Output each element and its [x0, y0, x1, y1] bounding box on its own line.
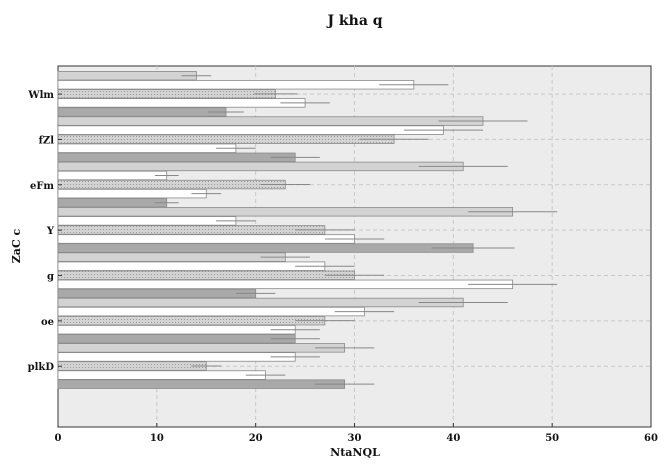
x-ticks: 0 10 20 30 40 50 60 — [55, 423, 658, 444]
bar — [57, 297, 464, 308]
y-tick-label: Y — [46, 226, 55, 237]
bar — [57, 379, 346, 389]
bar — [57, 179, 286, 190]
y-tick-label: eFm — [30, 181, 54, 192]
bar — [57, 270, 355, 280]
bar — [57, 234, 355, 244]
bar — [57, 188, 207, 199]
x-tick-label: 40 — [446, 433, 460, 444]
x-axis-label: NtaNQL — [330, 446, 380, 459]
bar — [57, 80, 415, 90]
bar — [57, 98, 306, 108]
y-tick-label: g — [47, 272, 54, 283]
bar — [57, 143, 237, 153]
bar — [57, 370, 266, 380]
bar — [57, 170, 168, 181]
bar — [57, 325, 296, 335]
bar — [57, 252, 286, 262]
bar — [57, 288, 257, 299]
x-tick-label: 10 — [150, 433, 164, 444]
x-tick-label: 50 — [545, 433, 559, 444]
bar — [57, 306, 365, 317]
x-tick-label: 60 — [644, 433, 658, 444]
bar — [57, 107, 227, 117]
y-tick-label: plkD — [28, 362, 55, 373]
x-tick-label: 20 — [249, 433, 263, 444]
bar — [57, 161, 464, 172]
bar — [57, 125, 444, 135]
bar — [57, 315, 326, 326]
bar — [57, 134, 395, 144]
x-tick-label: 0 — [55, 433, 62, 444]
y-tick-label: oe — [41, 317, 54, 328]
bar — [57, 343, 346, 353]
bar — [57, 197, 168, 208]
bar — [57, 279, 514, 290]
y-tick-label: Wlm — [27, 90, 54, 101]
bar — [57, 361, 207, 371]
bar — [57, 261, 326, 271]
chart-title: J kha q — [325, 13, 382, 29]
bar — [57, 225, 326, 235]
bar — [57, 216, 237, 226]
bar — [57, 152, 296, 163]
bar — [57, 207, 514, 217]
y-ticks: Wlm fZl eFm Yg oe plkD — [27, 90, 62, 373]
x-tick-label: 30 — [348, 433, 362, 444]
bar — [57, 89, 276, 99]
bars — [57, 71, 558, 389]
bar — [57, 243, 474, 253]
y-tick-label: fZl — [39, 135, 55, 146]
bar — [57, 352, 296, 362]
bar — [57, 116, 484, 126]
bar — [57, 71, 197, 81]
y-axis-label: ZaC c — [10, 228, 23, 263]
bar — [57, 334, 296, 344]
